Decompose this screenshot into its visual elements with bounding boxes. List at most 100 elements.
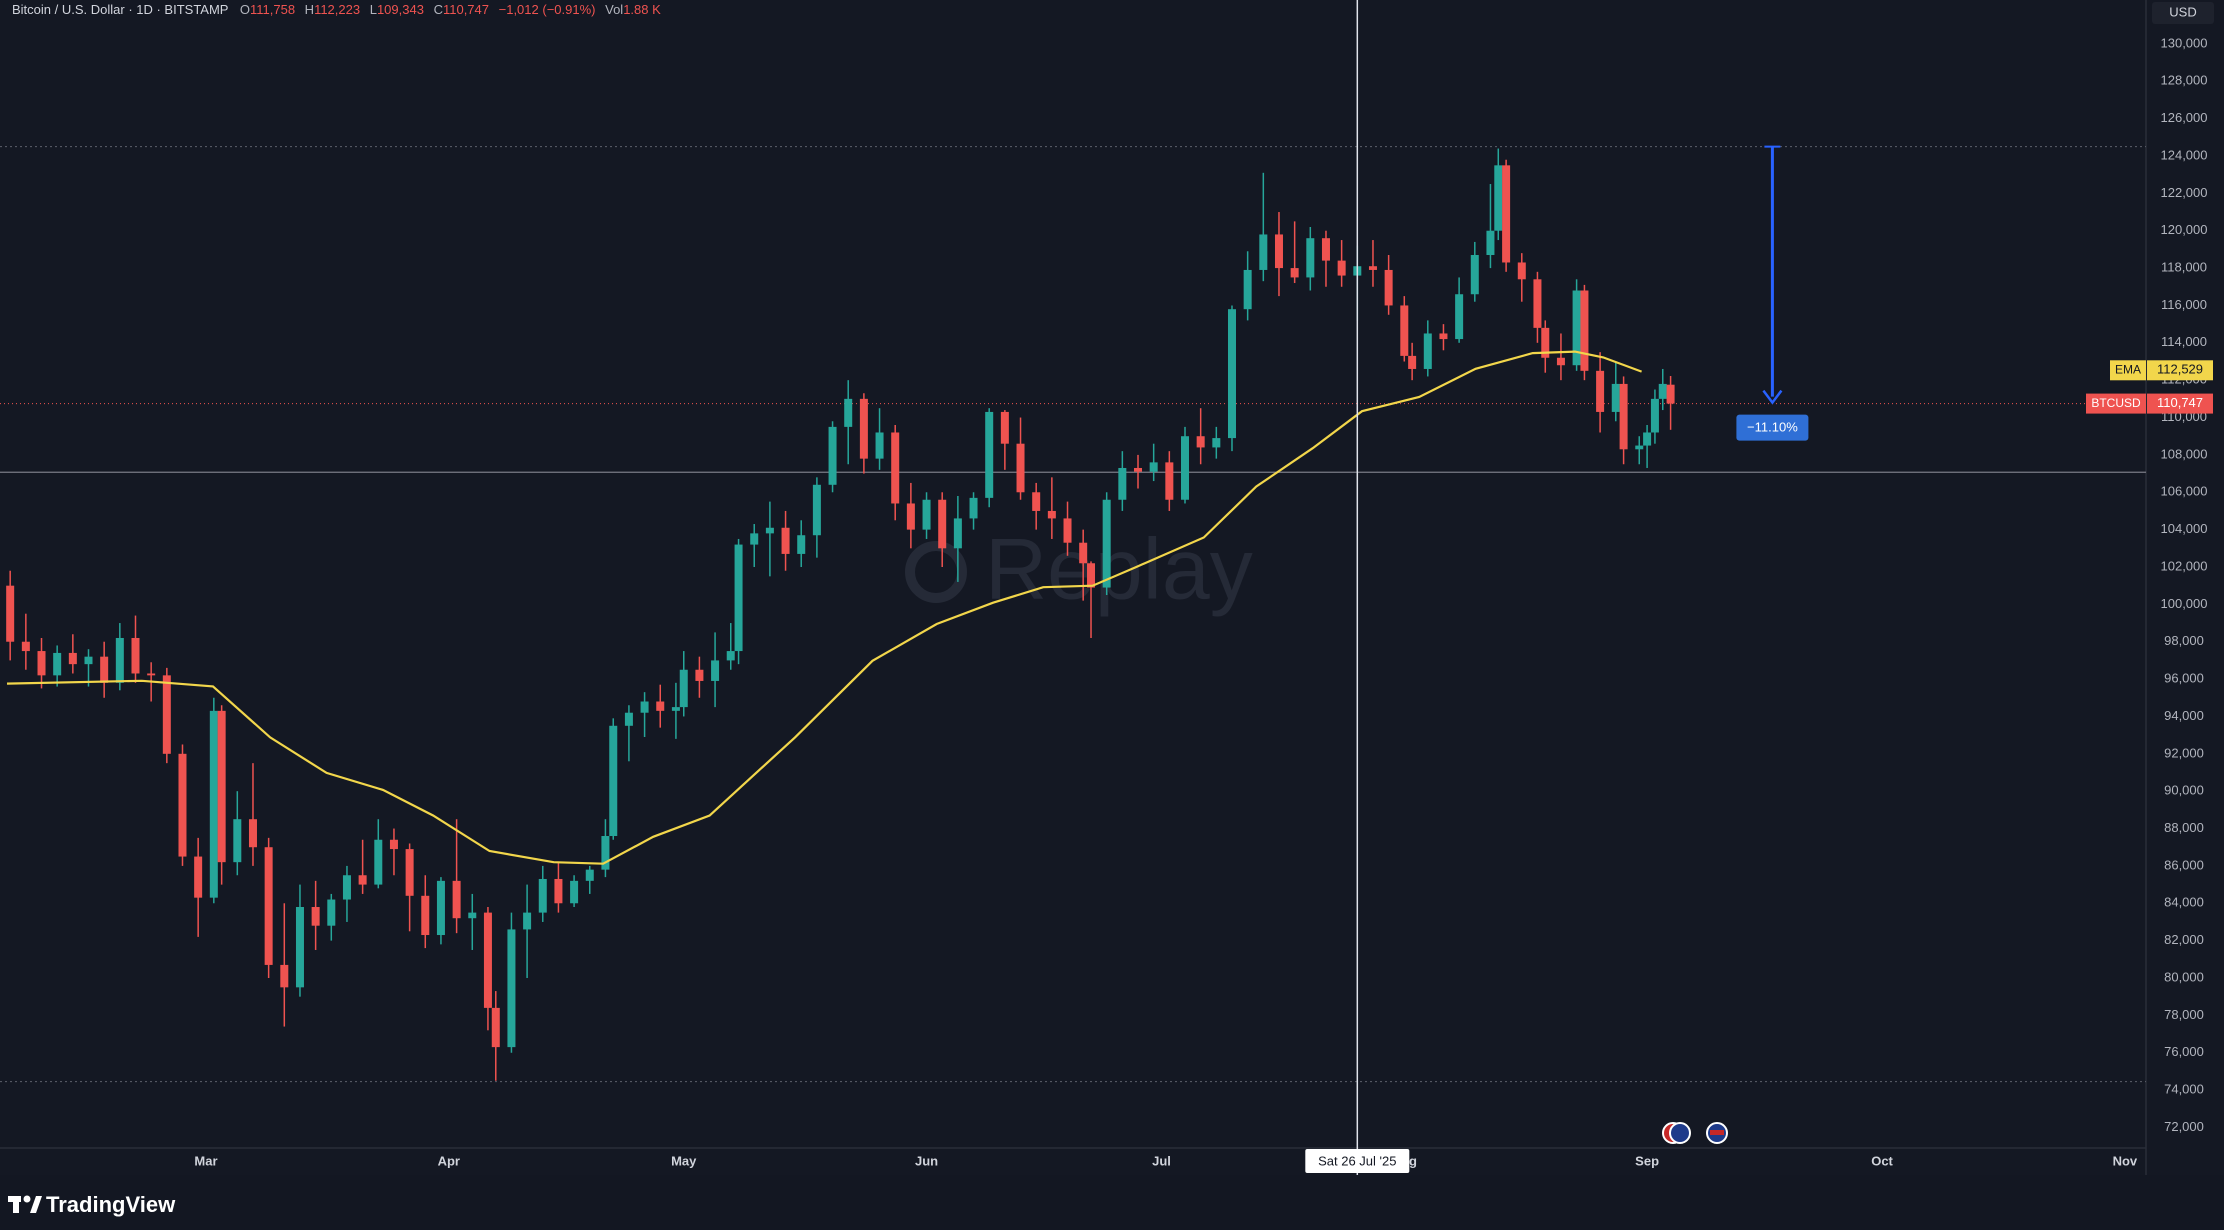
- ema-value-badge: [2147, 360, 2213, 381]
- candle-body: [1423, 333, 1432, 369]
- candle-body: [1000, 411, 1009, 444]
- y-tick-label: 74,000: [2164, 1082, 2204, 1097]
- volume-key: Vol: [605, 2, 623, 17]
- candle-body: [358, 875, 367, 885]
- currency-label[interactable]: USD: [2169, 4, 2196, 19]
- candle-body: [21, 641, 30, 652]
- chart-background: [0, 0, 2224, 1175]
- candle-body: [37, 651, 46, 676]
- candle-body: [1611, 383, 1620, 412]
- candle-body: [734, 544, 743, 652]
- candle-body: [194, 856, 203, 898]
- candle-body: [374, 839, 383, 885]
- candle-body: [6, 585, 15, 642]
- candle-body: [640, 701, 649, 713]
- candle-body: [1666, 384, 1675, 404]
- candle-body: [859, 398, 868, 459]
- candle-body: [1470, 255, 1479, 295]
- ohlc-value: 110,747: [443, 2, 489, 17]
- candle-body: [468, 912, 477, 919]
- candle-body: [1306, 238, 1315, 278]
- event-icons: [1662, 1122, 1728, 1144]
- candle-body: [1517, 262, 1526, 280]
- candle-body: [585, 869, 594, 881]
- price-value-badge: [2147, 393, 2213, 414]
- y-tick-label: 102,000: [2161, 558, 2208, 573]
- watermark: Replay: [985, 522, 1253, 618]
- ema-name: EMA: [2115, 362, 2141, 376]
- measure-label: −11.10%: [1747, 420, 1798, 435]
- candle-body: [1439, 333, 1448, 340]
- candle-body: [1408, 355, 1417, 369]
- candle-body: [828, 426, 837, 485]
- ohlc-value: 111,758: [250, 2, 295, 17]
- x-tick-label: Jun: [915, 1153, 938, 1168]
- candle-body: [53, 652, 62, 676]
- y-tick-label: 86,000: [2164, 857, 2204, 872]
- y-tick-label: 90,000: [2164, 783, 2204, 798]
- candle-body: [1016, 443, 1025, 493]
- candle-body: [1149, 462, 1158, 472]
- candle-body: [765, 527, 774, 534]
- y-tick-label: 116,000: [2161, 297, 2207, 312]
- ema-name-badge: [2110, 360, 2146, 381]
- y-tick-label: 120,000: [2161, 222, 2208, 237]
- candle-body: [295, 907, 304, 988]
- candle-body: [1047, 510, 1056, 519]
- candle-body: [1502, 165, 1511, 263]
- candle-body: [1227, 309, 1236, 439]
- y-tick-label: 92,000: [2164, 745, 2204, 760]
- candle-body: [695, 669, 704, 681]
- candle-body: [389, 839, 398, 850]
- candle-body: [327, 899, 336, 926]
- candle-body: [1290, 268, 1299, 278]
- candle-body: [233, 819, 242, 863]
- candle-body: [969, 497, 978, 519]
- candle-body: [726, 651, 735, 661]
- candle-body: [405, 849, 414, 896]
- candle-body: [554, 878, 563, 904]
- candle-body: [452, 880, 461, 919]
- y-tick-label: 100,000: [2161, 596, 2208, 611]
- candle-body: [953, 518, 962, 549]
- candle-body: [1102, 499, 1111, 588]
- y-tick-label: 128,000: [2161, 73, 2208, 88]
- measure-arrowhead: [1762, 389, 1783, 405]
- ohlc-value: 109,343: [377, 2, 424, 17]
- candle-body: [342, 875, 351, 900]
- y-tick-label: 124,000: [2161, 147, 2208, 162]
- watermark-icon: [905, 541, 967, 603]
- candle-body: [1079, 542, 1088, 564]
- y-tick-label: 80,000: [2164, 969, 2204, 984]
- candle-body: [844, 398, 853, 427]
- currency-badge[interactable]: [2152, 2, 2214, 24]
- x-tick-label: Oct: [1871, 1153, 1893, 1168]
- crosshair-time-label: Sat 26 Jul '25: [1318, 1153, 1396, 1168]
- candle-body: [523, 912, 532, 930]
- change: −1,012 (−0.91%): [499, 2, 596, 17]
- brand-name[interactable]: TradingView: [46, 1192, 176, 1217]
- y-tick-label: 126,000: [2161, 110, 2208, 125]
- y-tick-label: 98,000: [2164, 633, 2204, 648]
- crosshair-time-badge: [1305, 1149, 1410, 1173]
- candle-body: [1384, 269, 1393, 306]
- candle-body: [711, 660, 720, 681]
- candle-body: [1541, 327, 1550, 358]
- watermark-layer: Replay: [905, 522, 1253, 618]
- candle-body: [922, 499, 931, 530]
- candle-body: [1274, 234, 1283, 269]
- price-name-badge: [2086, 393, 2146, 414]
- candle-body: [985, 411, 994, 498]
- candle-body: [1180, 436, 1189, 500]
- candle-body: [624, 712, 633, 726]
- candle-body: [264, 847, 273, 965]
- brand[interactable]: TradingView: [8, 1192, 176, 1217]
- footer-background: [0, 1175, 2224, 1230]
- candle-body: [750, 533, 759, 545]
- candle-body: [1400, 305, 1409, 356]
- candle-body: [797, 535, 806, 554]
- candle-body: [1580, 290, 1589, 371]
- x-tick-label: Mar: [194, 1153, 217, 1168]
